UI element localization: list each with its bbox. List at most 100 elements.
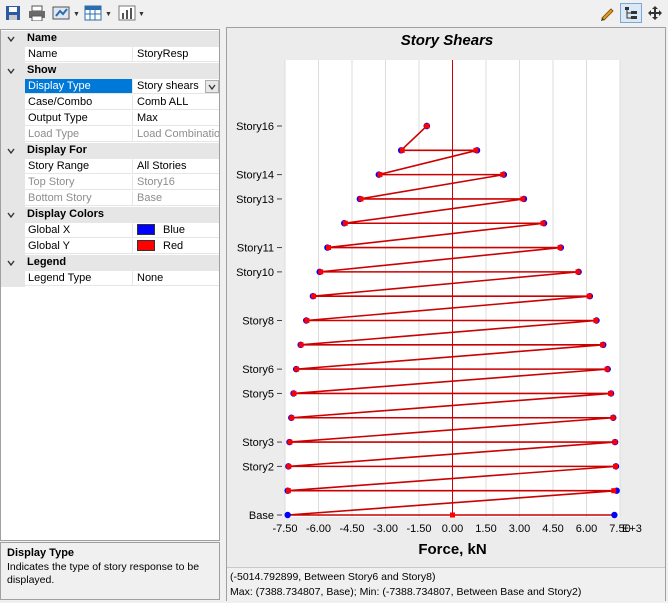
x-tick-label: -3.00: [373, 523, 398, 535]
x-tick-label: 1.50: [475, 523, 496, 535]
row-gutter: [1, 191, 25, 207]
cursor-readout: (-5014.792899, Between Story6 and Story8…: [230, 571, 436, 583]
property-legend-type[interactable]: Legend Type None: [1, 271, 219, 287]
chevron-down-icon[interactable]: ▼: [73, 11, 80, 18]
move-icon[interactable]: [645, 3, 665, 23]
story-label: Story5: [242, 388, 274, 400]
global-y-point: [291, 390, 297, 396]
story-label: Story6: [242, 364, 274, 376]
global-y-point: [285, 488, 291, 494]
chevron-down-icon[interactable]: [7, 258, 15, 267]
story-label: Story16: [236, 121, 274, 133]
property-name[interactable]: Bottom Story: [25, 191, 133, 206]
x-tick-label: 4.50: [542, 523, 563, 535]
property-name[interactable]: Global Y: [25, 239, 133, 254]
chart-title: Story Shears: [400, 32, 494, 49]
property-name[interactable]: Load Type: [25, 127, 133, 142]
x-tick-label: 0.00: [442, 523, 463, 535]
property-name[interactable]: Legend Type: [25, 271, 133, 286]
property-value: Base: [133, 191, 219, 206]
property-value-text: Load Combination: [137, 128, 220, 140]
category-display-colors[interactable]: Display Colors: [1, 207, 219, 223]
property-display-type[interactable]: Display Type Story shears: [1, 79, 219, 95]
global-y-point: [294, 366, 300, 372]
toolbar: ▼ ▼ ▼: [0, 0, 668, 26]
property-global-x[interactable]: Global X Blue: [1, 223, 219, 239]
chevron-down-icon[interactable]: [7, 34, 15, 43]
chart-icon[interactable]: [117, 3, 137, 23]
property-name[interactable]: Story Range: [25, 159, 133, 174]
property-value-text: StoryResp: [137, 48, 189, 60]
category-show[interactable]: Show: [1, 63, 219, 79]
property-panel: Name Name StoryResp Show Display Type Story s…: [0, 27, 221, 603]
property-name[interactable]: Name StoryResp: [1, 47, 219, 63]
tree-view-icon[interactable]: [620, 3, 642, 23]
chevron-down-icon[interactable]: ▼: [138, 11, 145, 18]
property-value-text: None: [137, 272, 164, 284]
dropdown-button[interactable]: [205, 80, 219, 93]
x-tick-label: -4.50: [339, 523, 364, 535]
global-y-point: [540, 220, 546, 226]
property-load-type: Load Type Load Combination: [1, 127, 220, 143]
x-tick-label: 7.50: [609, 523, 630, 535]
story-label: Story11: [237, 243, 274, 255]
property-value-text: Story shears: [137, 80, 199, 92]
global-y-point: [575, 269, 581, 275]
property-story-range[interactable]: Story Range All Stories: [1, 159, 219, 175]
pencil-icon[interactable]: [597, 3, 617, 23]
global-y-point: [311, 293, 317, 299]
property-value[interactable]: Red: [133, 239, 219, 254]
property-value[interactable]: Comb ALL: [133, 95, 219, 110]
property-name[interactable]: Global X: [25, 223, 133, 238]
property-name[interactable]: Case/Combo: [25, 95, 133, 110]
property-output-type[interactable]: Output Type Max: [1, 111, 219, 127]
property-value[interactable]: StoryResp: [133, 47, 219, 62]
global-x-point: [284, 511, 291, 519]
display-options-icon[interactable]: [51, 3, 71, 23]
category-label: Name: [27, 32, 57, 44]
global-y-point: [399, 147, 405, 153]
chevron-down-icon[interactable]: [7, 146, 15, 155]
color-name: Red: [163, 240, 184, 252]
global-y-point: [612, 439, 618, 445]
print-icon[interactable]: [27, 3, 47, 23]
property-value[interactable]: All Stories: [133, 159, 219, 174]
x-unit-label: E+3: [622, 523, 642, 535]
row-gutter: [1, 127, 25, 143]
global-y-point: [586, 293, 592, 299]
global-x-point: [611, 511, 618, 519]
chevron-down-icon[interactable]: [7, 66, 15, 75]
story-shears-chart[interactable]: -7.50 -6.00 -4.50 -3.00 -1.50 0.00 1.50 3.00 4.5…: [227, 54, 665, 566]
property-global-y[interactable]: Global Y Red: [1, 239, 219, 255]
category-display-for[interactable]: Display For: [1, 143, 219, 159]
story-label: Story14: [236, 170, 274, 182]
property-name[interactable]: Display Type: [25, 79, 133, 94]
global-y-point: [304, 318, 310, 323]
property-value[interactable]: None: [133, 271, 219, 286]
chevron-down-icon[interactable]: ▼: [105, 11, 112, 18]
category-label: Show: [27, 64, 57, 76]
property-case-combo[interactable]: Case/Combo Comb ALL: [1, 95, 219, 111]
status-bar: (-5014.792899, Between Story6 and Story8…: [227, 567, 665, 601]
category-name[interactable]: Name: [1, 31, 219, 47]
chevron-down-icon[interactable]: [7, 210, 15, 219]
row-gutter: [1, 175, 25, 191]
global-y-point: [286, 463, 292, 469]
property-name[interactable]: Name: [25, 47, 133, 62]
global-y-point: [342, 220, 348, 226]
property-value[interactable]: Max: [133, 111, 219, 126]
global-y-point: [613, 463, 619, 469]
property-value[interactable]: Blue: [133, 223, 219, 238]
property-value[interactable]: Story shears: [133, 79, 219, 94]
global-y-point: [520, 196, 526, 202]
category-legend[interactable]: Legend: [1, 255, 219, 271]
table-icon[interactable]: [83, 3, 103, 23]
global-y-point: [450, 512, 455, 518]
color-swatch: [137, 224, 155, 235]
property-value: Load Combination: [133, 127, 220, 142]
property-name[interactable]: Top Story: [25, 175, 133, 190]
save-icon[interactable]: [3, 3, 23, 23]
story-label: Story10: [236, 267, 274, 279]
global-y-point: [611, 488, 617, 494]
property-name[interactable]: Output Type: [25, 111, 133, 126]
